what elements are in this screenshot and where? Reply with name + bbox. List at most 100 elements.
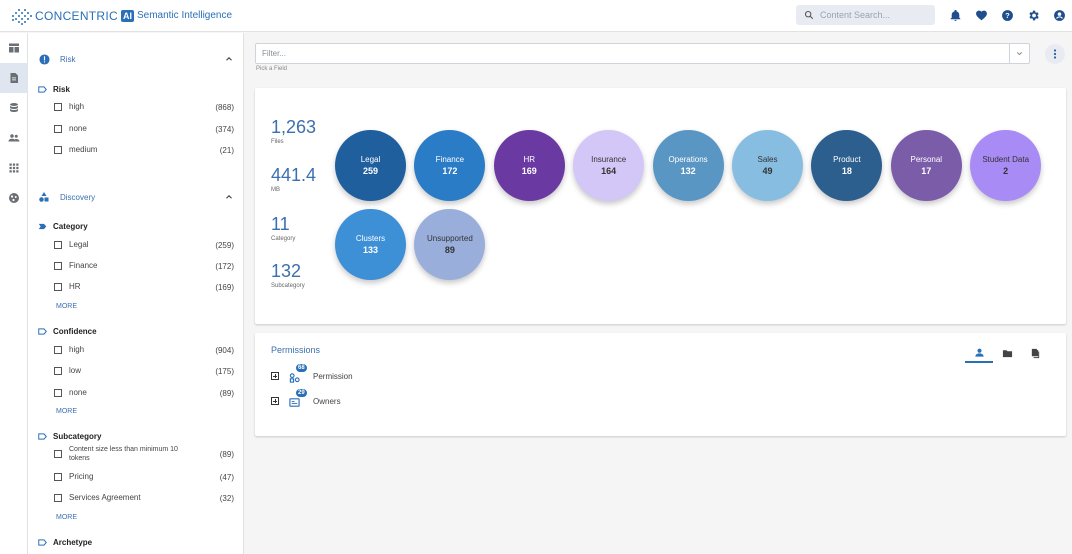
checkbox[interactable] (54, 262, 62, 270)
tab-user[interactable] (965, 343, 993, 363)
category-group[interactable]: Category (38, 222, 88, 231)
archetype-group[interactable]: Archetype (38, 538, 92, 547)
people-nav[interactable] (0, 123, 28, 153)
confidence-more-link[interactable]: MORE (56, 408, 77, 415)
category-stat: 11 Category (271, 214, 295, 242)
chevron-up-icon[interactable] (224, 54, 234, 64)
subcategory-stat: 132 Subcategory (271, 261, 305, 289)
risk-option-medium[interactable]: medium (21) (54, 145, 234, 155)
category-bubble[interactable]: Clusters 133 (335, 209, 406, 280)
owners-row[interactable]: 29 Owners (271, 388, 341, 407)
category-bubble[interactable]: Unsupported 89 (414, 209, 486, 280)
heart-icon[interactable] (974, 8, 989, 23)
category-bubble[interactable]: Product 18 (811, 130, 883, 201)
content-search[interactable] (796, 5, 935, 25)
bubble-value: 259 (362, 165, 379, 176)
category-bubble[interactable]: HR 169 (493, 130, 565, 201)
confidence-option-low[interactable]: low (175) (54, 366, 234, 376)
more-options-button[interactable] (1045, 44, 1065, 64)
bubble-value: 164 (601, 165, 617, 176)
database-nav[interactable] (0, 93, 28, 123)
product-name: Semantic Intelligence (137, 10, 233, 21)
category-bubble[interactable]: Student Data 2 (970, 130, 1042, 201)
expand-icon[interactable] (271, 397, 279, 405)
bubble-value: 133 (362, 244, 379, 255)
logo[interactable]: CONCENTRIC AI Semantic Intelligence (10, 7, 232, 25)
checkbox[interactable] (54, 450, 62, 458)
discovery-section-header[interactable]: Discovery (38, 191, 234, 203)
bubble-label: Finance (435, 154, 465, 164)
risk-section-header[interactable]: Risk (38, 53, 234, 65)
subcategory-option-pricing[interactable]: Pricing (47) (54, 472, 234, 482)
stat-label: Files (271, 139, 284, 145)
subcategory-option-min-tokens[interactable]: Content size less than minimum 10 tokens… (54, 445, 234, 463)
confidence-group[interactable]: Confidence (38, 327, 97, 336)
checkbox[interactable] (54, 146, 62, 154)
left-rail (0, 33, 28, 554)
option-label: HR (69, 282, 81, 291)
dashboard-icon (9, 43, 19, 53)
category-bubble[interactable]: Personal 17 (890, 130, 962, 201)
option-label: high (69, 102, 85, 111)
tab-folder[interactable] (993, 343, 1021, 363)
search-input[interactable] (820, 10, 930, 20)
permissions-tabs (965, 343, 1049, 363)
settings-icon[interactable] (1026, 8, 1041, 23)
subcategory-option-services[interactable]: Services Agreement (32) (54, 493, 234, 503)
option-label: none (69, 124, 87, 133)
checkbox[interactable] (54, 494, 62, 502)
option-count: (89) (219, 388, 234, 398)
info-icon (38, 53, 50, 65)
checkbox[interactable] (54, 367, 62, 375)
top-bar: CONCENTRIC AI Semantic Intelligence ? (0, 0, 1072, 32)
checkbox[interactable] (54, 125, 62, 133)
subcategory-more-link[interactable]: MORE (56, 514, 77, 521)
category-more-link[interactable]: MORE (56, 303, 77, 310)
subcategory-group[interactable]: Subcategory (38, 432, 101, 441)
filter-field[interactable] (255, 43, 1030, 64)
document-nav[interactable] (0, 63, 28, 93)
apps-nav[interactable] (0, 153, 28, 183)
option-count: (89) (219, 449, 234, 459)
option-count: (172) (215, 261, 234, 271)
filter-dropdown[interactable] (1009, 44, 1029, 63)
globe-nav[interactable] (0, 183, 28, 213)
category-bubble[interactable]: Finance 172 (414, 130, 486, 201)
risk-option-high[interactable]: high (868) (54, 102, 234, 112)
expand-icon[interactable] (271, 372, 279, 380)
tab-files[interactable] (1021, 343, 1049, 363)
category-bubble[interactable]: Insurance 164 (573, 130, 645, 201)
permissions-title: Permissions (271, 345, 321, 355)
checkbox[interactable] (54, 389, 62, 397)
option-count: (169) (215, 282, 234, 292)
bubble-label: Personal (910, 154, 943, 164)
label-tag-icon (38, 433, 47, 440)
permission-row[interactable]: 68 Permission (271, 363, 353, 383)
bell-icon[interactable] (948, 8, 963, 23)
checkbox[interactable] (54, 103, 62, 111)
category-option-finance[interactable]: Finance (172) (54, 261, 234, 271)
account-icon[interactable] (1052, 8, 1067, 23)
category-bubble[interactable]: Legal 259 (335, 130, 406, 201)
risk-option-none[interactable]: none (374) (54, 124, 234, 134)
category-option-hr[interactable]: HR (169) (54, 282, 234, 292)
checkbox[interactable] (54, 473, 62, 481)
help-icon[interactable]: ? (1000, 8, 1015, 23)
category-option-legal[interactable]: Legal (259) (54, 240, 234, 250)
filter-input[interactable] (262, 49, 1009, 58)
chevron-up-icon[interactable] (224, 192, 234, 202)
confidence-option-high[interactable]: high (904) (54, 345, 234, 355)
option-count: (175) (215, 366, 234, 376)
option-label: Content size less than minimum 10 tokens (69, 446, 178, 462)
confidence-option-none[interactable]: none (89) (54, 388, 234, 398)
checkbox[interactable] (54, 283, 62, 291)
checkbox[interactable] (54, 241, 62, 249)
category-bubble[interactable]: Sales 49 (732, 130, 803, 201)
files-stat: 1,263 Files (271, 117, 316, 145)
checkbox[interactable] (54, 346, 62, 354)
risk-group[interactable]: Risk (38, 85, 70, 94)
bubble-value: 132 (680, 165, 696, 176)
category-bubble[interactable]: Operations 132 (652, 130, 724, 201)
dashboard-nav[interactable] (0, 33, 28, 63)
risk-group-title: Risk (53, 85, 70, 94)
